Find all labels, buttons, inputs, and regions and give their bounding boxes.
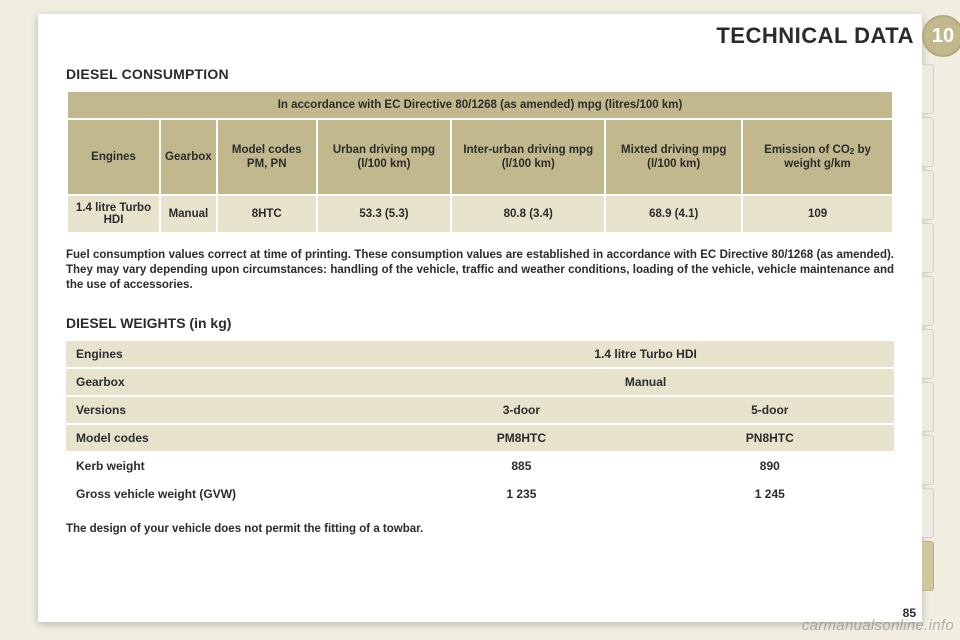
page-content: DIESEL CONSUMPTION In accordance with EC…	[38, 14, 922, 535]
section1-title: DIESEL CONSUMPTION	[66, 66, 894, 82]
table1-caption: In accordance with EC Directive 80/1268 …	[68, 92, 892, 118]
w-val-gvw-2: 1 245	[646, 481, 894, 507]
w-val-engines: 1.4 litre Turbo HDI	[397, 341, 894, 367]
col-inter: Inter-urban driving mpg (l/100 km)	[452, 120, 604, 194]
side-tab	[922, 170, 934, 220]
side-tab	[922, 276, 934, 326]
side-tab	[922, 64, 934, 114]
cell-urban: 53.3 (5.3)	[318, 196, 450, 232]
side-tab	[922, 223, 934, 273]
cell-engine: 1.4 litre Turbo HDI	[68, 196, 159, 232]
cell-inter: 80.8 (3.4)	[452, 196, 604, 232]
section2-title: DIESEL WEIGHTS (in kg)	[66, 315, 894, 331]
w-label-codes: Model codes	[66, 425, 397, 451]
col-co2: Emission of CO2 by weight g/km	[743, 120, 892, 194]
cell-code: 8HTC	[218, 196, 316, 232]
chapter-badge: 10	[922, 15, 960, 57]
cell-mixed: 68.9 (4.1)	[606, 196, 741, 232]
w-val-gvw-1: 1 235	[397, 481, 645, 507]
col-model: Model codes PM, PN	[218, 120, 316, 194]
side-tabs	[922, 64, 934, 591]
w-val-codes-1: PM8HTC	[397, 425, 645, 451]
side-tab	[922, 488, 934, 538]
cell-co2: 109	[743, 196, 892, 232]
side-tab	[922, 382, 934, 432]
w-val-kerb-2: 890	[646, 453, 894, 479]
w-val-gearbox: Manual	[397, 369, 894, 395]
cell-gearbox: Manual	[161, 196, 216, 232]
consumption-table: In accordance with EC Directive 80/1268 …	[66, 90, 894, 234]
w-val-versions-1: 3-door	[397, 397, 645, 423]
watermark: carmanualsonline.info	[802, 617, 954, 634]
side-tab	[922, 435, 934, 485]
w-label-engines: Engines	[66, 341, 397, 367]
w-label-gearbox: Gearbox	[66, 369, 397, 395]
w-val-codes-2: PN8HTC	[646, 425, 894, 451]
col-engines: Engines	[68, 120, 159, 194]
towbar-note: The design of your vehicle does not perm…	[66, 523, 894, 535]
side-tab	[922, 329, 934, 379]
w-label-gvw: Gross vehicle weight (GVW)	[66, 481, 397, 507]
col-mixed: Mixted driving mpg (l/100 km)	[606, 120, 741, 194]
weights-table: Engines 1.4 litre Turbo HDI Gearbox Manu…	[66, 339, 894, 509]
w-val-kerb-1: 885	[397, 453, 645, 479]
side-tab-active	[922, 541, 934, 591]
col-gearbox: Gearbox	[161, 120, 216, 194]
page-header: TECHNICAL DATA 10	[716, 16, 960, 56]
w-label-versions: Versions	[66, 397, 397, 423]
consumption-note: Fuel consumption values correct at time …	[66, 248, 894, 293]
page-card: TECHNICAL DATA 10 DIESEL CONSUMPTION In …	[38, 14, 922, 622]
page-title: TECHNICAL DATA	[716, 23, 914, 49]
w-val-versions-2: 5-door	[646, 397, 894, 423]
w-label-kerb: Kerb weight	[66, 453, 397, 479]
col-urban: Urban driving mpg (l/100 km)	[318, 120, 450, 194]
side-tab	[922, 117, 934, 167]
